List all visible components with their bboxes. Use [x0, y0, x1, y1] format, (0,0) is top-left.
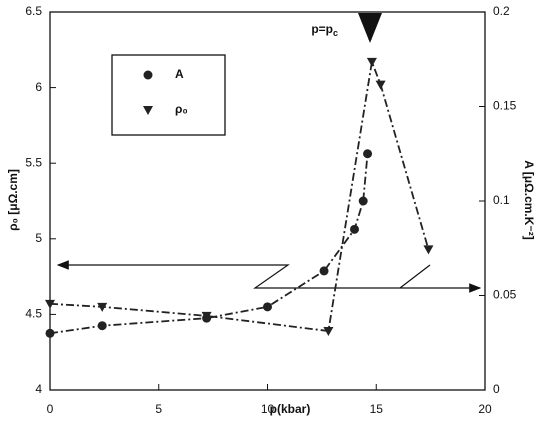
y2-tick-label: 0.2	[493, 4, 510, 18]
point	[319, 266, 329, 276]
point	[263, 302, 272, 312]
arrow-right	[253, 264, 482, 293]
x-tick-label: 5	[155, 402, 162, 416]
y-tick-label: 5	[35, 231, 42, 245]
x-tick-label: 15	[370, 402, 384, 416]
legend-marker	[143, 106, 153, 115]
y2-tick-label: 0	[493, 382, 500, 396]
series-line	[49, 153, 369, 335]
legend-label: A	[175, 67, 184, 81]
x-axis-label: p(kbar)	[270, 402, 311, 416]
x-tick-label: 10	[261, 402, 275, 416]
legend-box	[111, 54, 226, 136]
point	[363, 149, 373, 159]
point	[97, 302, 108, 312]
point	[375, 80, 386, 90]
point	[201, 311, 212, 321]
legend-label: ρ₀	[175, 102, 188, 116]
point	[366, 57, 377, 67]
point	[423, 245, 434, 255]
annotation-sub: c	[333, 28, 338, 38]
series-line	[49, 58, 430, 333]
y-tick-label: 6	[35, 80, 42, 94]
x-tick-label: 0	[47, 402, 54, 416]
annotation-text: p=p	[311, 22, 333, 36]
y2-tick-label: 0.1	[493, 193, 510, 207]
y-tick-label: 5.5	[25, 155, 42, 169]
point	[323, 327, 334, 337]
y2-tick-label: 0.15	[493, 99, 517, 113]
y-tick-label: 6.5	[25, 4, 42, 18]
point	[45, 299, 55, 309]
point	[350, 224, 359, 234]
legend-marker	[143, 70, 153, 80]
x-tick-label: 20	[478, 402, 492, 416]
y2-axis-label: A [μΩ.cm.K⁻²]	[522, 160, 536, 240]
annotation: p=pc	[311, 22, 338, 38]
y2-tick-label: 0.05	[493, 288, 517, 302]
point	[45, 328, 55, 338]
y-tick-label: 4	[35, 382, 42, 396]
point	[97, 321, 107, 331]
plot-frame	[49, 11, 486, 391]
point	[358, 196, 368, 206]
y-tick-label: 4.5	[25, 307, 42, 321]
y-axis-label: ρ₀ [μΩ.cm]	[6, 169, 20, 231]
